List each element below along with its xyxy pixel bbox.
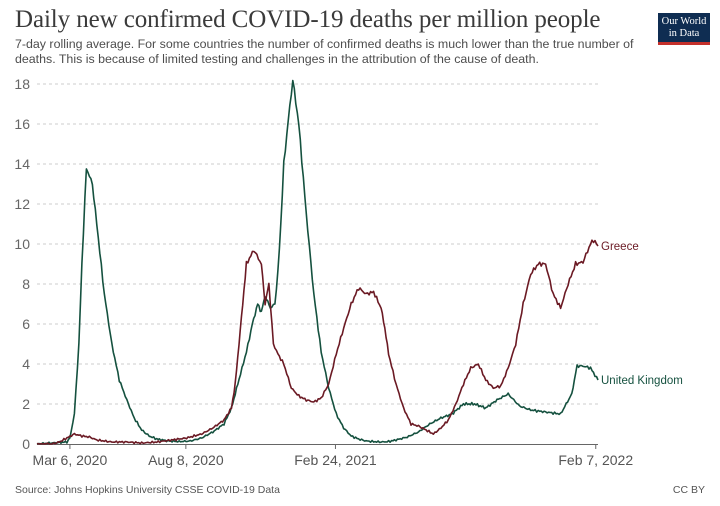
y-tick-label: 16 — [14, 116, 30, 132]
series-line-united-kingdom — [36, 79, 599, 445]
series-end-label: Greece — [601, 241, 639, 253]
series-line-greece — [36, 239, 599, 445]
y-tick-label: 12 — [14, 196, 30, 212]
owid-logo[interactable]: Our World in Data — [658, 13, 710, 45]
y-tick-label: 18 — [14, 76, 30, 92]
y-tick-label: 6 — [22, 316, 30, 332]
license-link[interactable]: CC BY — [672, 484, 705, 496]
chart-subtitle: 7-day rolling average. For some countrie… — [15, 37, 634, 66]
y-tick-label: 8 — [22, 276, 30, 292]
x-tick-label: Mar 6, 2020 — [33, 452, 108, 468]
x-tick-label: Aug 8, 2020 — [148, 452, 224, 468]
logo-line-1: Our World — [661, 16, 707, 27]
series-layer — [36, 79, 599, 445]
y-tick-label: 2 — [22, 396, 30, 412]
label-layer: United Kingdom Greece — [601, 241, 683, 387]
chart-title: Daily new confirmed COVID-19 deaths per … — [15, 6, 601, 33]
x-tick-label: Feb 7, 2022 — [558, 452, 633, 468]
series-end-label: United Kingdom — [601, 375, 683, 387]
axis-layer: 0 2 4 6 8 10 12 14 16 18 Mar 6, 2020 Aug 8, 2020 Feb… — [14, 76, 633, 468]
source-note[interactable]: Source: Johns Hopkins University CSSE CO… — [15, 484, 280, 496]
y-tick-label: 14 — [14, 156, 30, 172]
logo-line-2: in Data — [668, 27, 700, 39]
x-tick-label: Feb 24, 2021 — [294, 452, 377, 468]
y-tick-label: 4 — [22, 356, 30, 372]
y-tick-label: 10 — [14, 236, 30, 252]
y-tick-label: 0 — [22, 436, 30, 452]
grid-layer — [37, 83, 598, 405]
